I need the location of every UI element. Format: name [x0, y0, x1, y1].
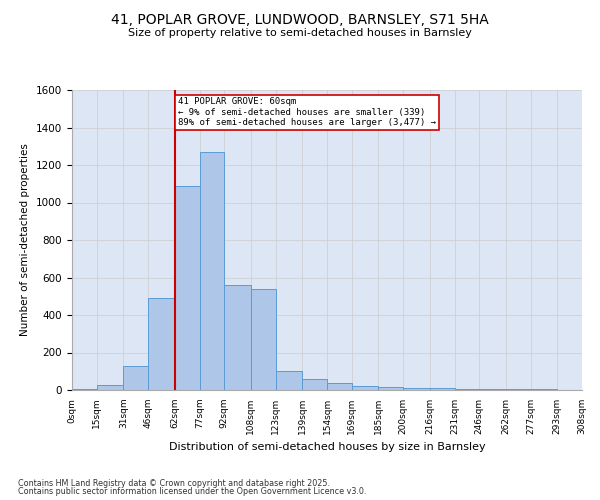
Text: Contains public sector information licensed under the Open Government Licence v3: Contains public sector information licen… [18, 487, 367, 496]
Bar [148, 298, 175, 390]
Bar [175, 186, 199, 390]
X-axis label: Distribution of semi-detached houses by size in Barnsley: Distribution of semi-detached houses by … [169, 442, 485, 452]
Bar [199, 152, 224, 390]
Text: Contains HM Land Registry data © Crown copyright and database right 2025.: Contains HM Land Registry data © Crown c… [18, 478, 330, 488]
Text: Size of property relative to semi-detached houses in Barnsley: Size of property relative to semi-detach… [128, 28, 472, 38]
Bar [124, 366, 148, 390]
Bar [379, 386, 403, 390]
Bar [251, 289, 275, 390]
Bar [430, 388, 455, 390]
Bar [327, 384, 352, 390]
Bar [352, 386, 379, 390]
Bar [302, 379, 327, 390]
Bar [403, 388, 430, 390]
Y-axis label: Number of semi-detached properties: Number of semi-detached properties [20, 144, 31, 336]
Bar [224, 285, 251, 390]
Text: 41 POPLAR GROVE: 60sqm
← 9% of semi-detached houses are smaller (339)
89% of sem: 41 POPLAR GROVE: 60sqm ← 9% of semi-deta… [178, 98, 436, 128]
Bar [97, 386, 124, 390]
Bar [479, 389, 506, 390]
Bar [455, 388, 479, 390]
Bar [275, 371, 302, 390]
Text: 41, POPLAR GROVE, LUNDWOOD, BARNSLEY, S71 5HA: 41, POPLAR GROVE, LUNDWOOD, BARNSLEY, S7… [111, 12, 489, 26]
Bar [72, 389, 97, 390]
